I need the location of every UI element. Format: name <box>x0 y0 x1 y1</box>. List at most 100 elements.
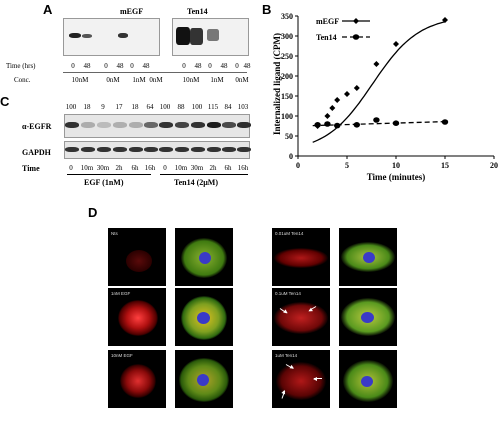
quant-value: 18 <box>83 103 91 111</box>
micro-label-1um-ten14: 1uM Ten14 <box>275 353 298 358</box>
point-megf <box>393 41 399 47</box>
time-label: 48 <box>243 62 251 70</box>
gapdh-band <box>129 147 143 152</box>
micro-nts-merge <box>175 228 233 286</box>
panel-d-letter: D <box>88 205 98 220</box>
point-megf <box>353 85 360 91</box>
micro-1um-ten14-red: 1uM Ten14 <box>272 350 330 408</box>
egfr-band <box>81 122 95 128</box>
egfr-band <box>237 122 251 128</box>
x-tick-label: 20 <box>490 161 498 170</box>
panel-a-group-ten14: Ten14 <box>187 7 208 16</box>
panel-a-blot-megf <box>63 18 160 56</box>
panel-b-letter: B <box>262 2 272 17</box>
gapdh-band <box>207 147 221 152</box>
point-ten14 <box>441 119 449 125</box>
point-megf <box>329 105 336 111</box>
quant-value: 100 <box>65 103 77 111</box>
panel-c-ten14-bracket <box>160 174 248 175</box>
conc-label: 10nM <box>182 76 200 84</box>
x-tick-label: 5 <box>345 161 349 170</box>
series-line-megf <box>312 21 446 143</box>
micro-label-nts: Nts <box>111 231 118 236</box>
time-label: 48 <box>142 62 150 70</box>
time-label: 0 <box>163 164 167 172</box>
y-tick-label: 50 <box>285 132 293 141</box>
time-label: 16h <box>144 164 156 172</box>
point-megf <box>373 61 380 67</box>
time-label: 30m <box>96 164 110 172</box>
time-label: 0 <box>182 62 186 70</box>
micro-nts-red: Nts <box>108 228 166 286</box>
legend-marker-megf <box>353 18 359 24</box>
micro-label-001um-ten14: 0.01uM Ten14 <box>275 231 304 236</box>
micro-10nm-egf-red: 10nM EGF <box>108 350 166 408</box>
conc-label: 0nM <box>149 76 163 84</box>
point-ten14 <box>324 121 331 127</box>
time-label: 2h <box>209 164 217 172</box>
micro-10nm-egf-merge <box>175 350 233 408</box>
y-tick-label: 0 <box>289 152 293 161</box>
arrow-marker <box>314 378 322 379</box>
time-label: 0 <box>71 62 75 70</box>
y-tick-label: 350 <box>281 12 293 21</box>
panel-a-blot-ten14 <box>172 18 249 56</box>
micro-label-01um-ten14: 0.1uM Ten14 <box>275 291 301 296</box>
point-ten14 <box>392 120 400 126</box>
conc-label: 10nM <box>71 76 89 84</box>
time-label: 6h <box>131 164 139 172</box>
point-ten14 <box>314 122 321 128</box>
series-line-ten14 <box>312 120 446 127</box>
quant-value: 115 <box>207 103 219 111</box>
time-label: 16h <box>237 164 249 172</box>
panel-c-egf-bracket <box>67 174 151 175</box>
time-label: 2h <box>115 164 123 172</box>
panel-c-blot-gapdh <box>64 141 251 159</box>
time-label: 0 <box>208 62 212 70</box>
egfr-band <box>207 122 221 128</box>
micro-001um-ten14-red: 0.01uM Ten14 <box>272 228 330 286</box>
gapdh-band <box>65 147 79 152</box>
panel-a-letter: A <box>43 2 53 17</box>
time-label: 30m <box>190 164 204 172</box>
panel-c-blot-egfr <box>64 114 251 138</box>
egfr-band <box>97 122 111 128</box>
gapdh-band <box>222 147 236 152</box>
panel-a-group-megf: mEGF <box>120 7 144 16</box>
gapdh-band <box>144 147 158 152</box>
gapdh-band <box>159 147 173 152</box>
y-tick-label: 150 <box>281 92 293 101</box>
gapdh-band <box>81 147 95 152</box>
micro-01um-ten14-red: 0.1uM Ten14 <box>272 288 330 346</box>
micro-1nm-egf-red: 1nM EGF <box>108 288 166 346</box>
y-tick-label: 200 <box>281 72 293 81</box>
conc-label: 1nM <box>210 76 224 84</box>
panel-a-divider <box>63 72 247 73</box>
point-ten14 <box>373 117 380 123</box>
quant-value: 103 <box>237 103 249 111</box>
quant-value: 100 <box>191 103 203 111</box>
time-label: 48 <box>83 62 91 70</box>
gapdh-band <box>191 147 205 152</box>
panel-c-time-label: Time <box>22 164 40 173</box>
gapdh-band <box>113 147 127 152</box>
y-tick-label: 100 <box>281 112 293 121</box>
quant-value: 64 <box>146 103 154 111</box>
egfr-band <box>222 122 236 128</box>
point-megf <box>344 91 350 97</box>
egfr-band <box>129 122 143 128</box>
quant-value: 84 <box>224 103 232 111</box>
x-tick-label: 0 <box>296 161 300 170</box>
micro-001um-ten14-merge <box>339 228 397 286</box>
conc-label: 0nM <box>106 76 120 84</box>
gapdh-band <box>97 147 111 152</box>
micro-1um-ten14-merge <box>339 350 397 408</box>
time-label: 0 <box>69 164 73 172</box>
egfr-band <box>113 122 127 128</box>
legend-label-ten14: Ten14 <box>316 33 337 42</box>
egfr-band <box>65 122 79 128</box>
point-ten14 <box>334 122 341 129</box>
egfr-band <box>159 122 173 128</box>
point-ten14 <box>353 122 360 128</box>
